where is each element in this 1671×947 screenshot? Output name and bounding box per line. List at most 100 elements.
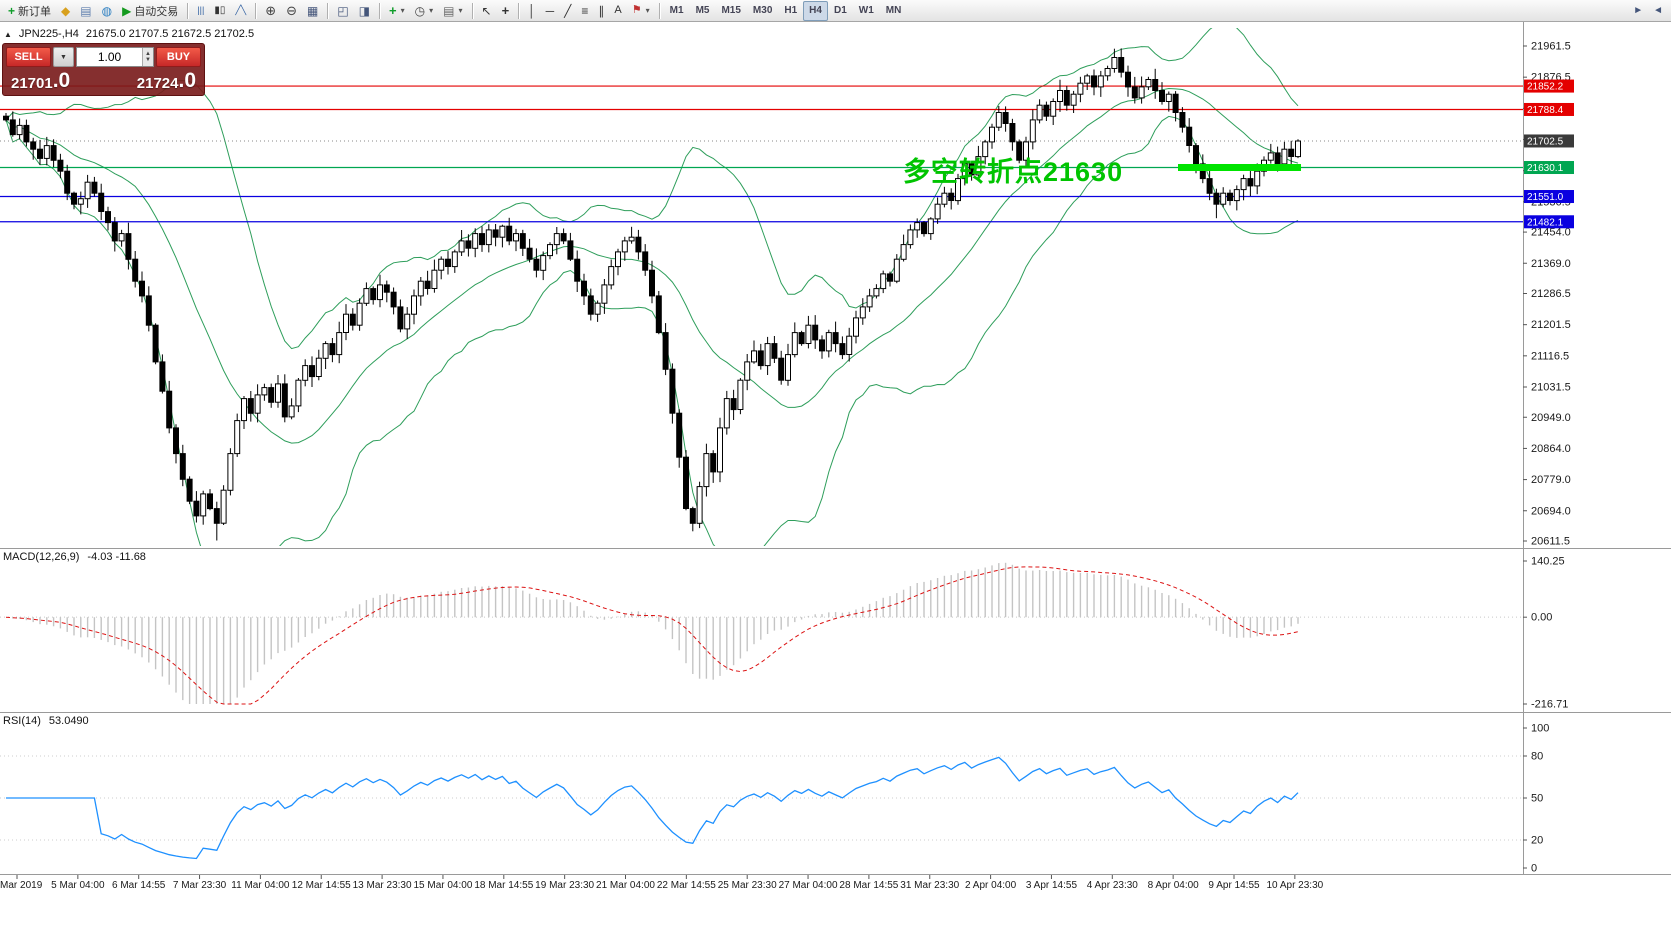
bar-chart-icon: ||| [197,5,205,15]
cascade-windows-button[interactable]: ◰ [332,1,353,21]
fibonacci-button[interactable]: ≡ [576,1,593,21]
zoom-out-button[interactable]: ⊖ [281,1,302,21]
sell-price: 21701.0 [11,69,71,92]
svg-text:21961.5: 21961.5 [1531,41,1571,53]
timeframe-m1-button[interactable]: M1 [664,1,690,21]
svg-text:0.00: 0.00 [1531,612,1552,624]
toolbar-right-group: ► ◄ [1628,1,1668,21]
indicators-icon: + [389,3,397,18]
autotrading-button[interactable]: ▶ 自动交易 [117,1,183,21]
buy-price: 21724.0 [136,69,196,92]
templates-button[interactable]: ▤ ▾ [438,1,467,21]
timeframe-h1-button[interactable]: H1 [778,1,803,21]
community-icon: ◍ [101,3,113,18]
svg-text:28 Mar 14:55: 28 Mar 14:55 [839,880,898,891]
toolbar-separator [255,2,257,19]
vertical-line-icon: │ [528,3,536,18]
buy-button[interactable]: BUY [156,47,201,67]
volume-spinner[interactable]: ▲ ▼ [142,48,153,66]
timeframe-mn-button[interactable]: MN [880,1,908,21]
arrows-button[interactable]: ⚑ ▾ [627,1,655,21]
timeframe-m5-button[interactable]: M5 [690,1,716,21]
trendline-icon: ╱ [564,3,572,18]
spinner-down-icon[interactable]: ▼ [145,57,151,63]
timeframe-m15-button[interactable]: M15 [715,1,746,21]
chart-shift-icon: ◄ [1653,4,1663,16]
zoom-in-icon: ⊕ [265,3,277,18]
volume-input[interactable] [77,48,143,66]
new-order-button-label: 新订单 [18,5,52,18]
chart-canvas[interactable]: 21961.521876.521791.521706.521621.521536… [0,22,1671,947]
svg-text:9 Apr 14:55: 9 Apr 14:55 [1208,880,1260,891]
timeframe-h4-button[interactable]: H4 [803,0,828,21]
trade-panel-prices: 21701.0 21724.0 [6,67,201,92]
macd-values: -4.03 -11.68 [87,551,146,563]
toolbar-separator [187,2,189,19]
market-watch-button[interactable]: ▤ [75,1,96,21]
timeframe-m5-button-label: M5 [695,5,710,16]
metaquotes-button[interactable]: ◆ [56,1,75,21]
auto-scroll-button[interactable]: ► [1628,1,1648,21]
svg-text:20: 20 [1531,835,1543,847]
spinner-up-icon[interactable]: ▲ [145,51,151,57]
community-button[interactable]: ◍ [97,1,117,21]
horizontal-line-button[interactable]: ─ [541,1,560,21]
sell-button[interactable]: SELL [6,47,51,67]
svg-text:80: 80 [1531,751,1543,763]
bar-chart-button[interactable]: ||| [192,1,209,21]
crosshair-icon: + [501,3,510,18]
macd-name: MACD(12,26,9) [3,551,80,563]
macd-indicator-label: MACD(12,26,9) -4.03 -11.68 [3,551,146,563]
toolbar-separator [379,2,381,19]
candlestick-chart-button[interactable]: ▮▯ [209,1,230,21]
macd-signal-line [5,566,1299,705]
text-button[interactable]: A [609,1,626,21]
new-order-button[interactable]: + 新订单 [3,1,56,21]
periods-button[interactable]: ◷ ▾ [410,1,439,21]
svg-text:8 Apr 04:00: 8 Apr 04:00 [1148,880,1200,891]
svg-text:21031.5: 21031.5 [1531,382,1571,394]
svg-text:19 Mar 23:30: 19 Mar 23:30 [535,880,594,891]
timeframe-m15-button-label: M15 [721,5,741,16]
text-icon: A [614,4,622,16]
cursor-button[interactable]: ↖ [477,1,497,21]
arrange-windows-button[interactable]: ◨ [354,1,375,21]
new-order-icon: + [8,3,16,18]
candlestick-chart-icon: ▮▯ [214,4,226,16]
timeframe-m30-button[interactable]: M30 [747,1,778,21]
line-chart-button[interactable]: ╱╲ [230,1,251,21]
trade-panel-controls: SELL ▼ ▲▼ BUY [6,47,201,67]
price-tag [1524,190,1574,204]
svg-text:21702.5: 21702.5 [1527,136,1564,147]
chart-shift-button[interactable]: ◄ [1648,1,1668,21]
main-chart-plot [0,28,1523,546]
tile-windows-button[interactable]: ▦ [302,1,323,21]
channel-button[interactable]: ∥ [593,1,609,21]
trendline-button[interactable]: ╱ [559,1,576,21]
volume-dropdown-button[interactable]: ▼ [53,47,74,67]
indicators-button[interactable]: + ▾ [384,1,410,21]
time-axis[interactable]: 5 Mar 2019 5 Mar 04:00 6 Mar 14:55 7 Mar 23… [0,875,1324,891]
svg-text:140.25: 140.25 [1531,556,1565,568]
toolbar-separator [327,2,329,19]
timeframe-w1-button[interactable]: W1 [853,1,880,21]
chart-window[interactable]: 21961.521876.521791.521706.521621.521536… [0,22,1671,947]
toolbar-separator [518,2,520,19]
timeframe-d1-button[interactable]: D1 [828,1,853,21]
auto-scroll-icon: ► [1633,4,1644,16]
svg-text:10 Apr 23:30: 10 Apr 23:30 [1266,880,1323,891]
vertical-line-button[interactable]: │ [523,1,541,21]
svg-text:3 Apr 14:55: 3 Apr 14:55 [1026,880,1078,891]
svg-text:27 Mar 04:00: 27 Mar 04:00 [779,880,838,891]
arrows-icon: ⚑ [631,4,642,16]
toolbar-separator [471,2,473,19]
crosshair-button[interactable]: + [497,1,515,21]
svg-text:100: 100 [1531,723,1549,735]
cursor-icon: ↖ [481,3,492,18]
svg-text:21116.5: 21116.5 [1531,350,1569,362]
timeframe-m1-button-label: M1 [669,5,684,16]
svg-text:50: 50 [1531,793,1543,805]
fibonacci-icon: ≡ [581,3,589,18]
timeframe-m30-button-label: M30 [752,5,773,16]
zoom-in-button[interactable]: ⊕ [260,1,281,21]
